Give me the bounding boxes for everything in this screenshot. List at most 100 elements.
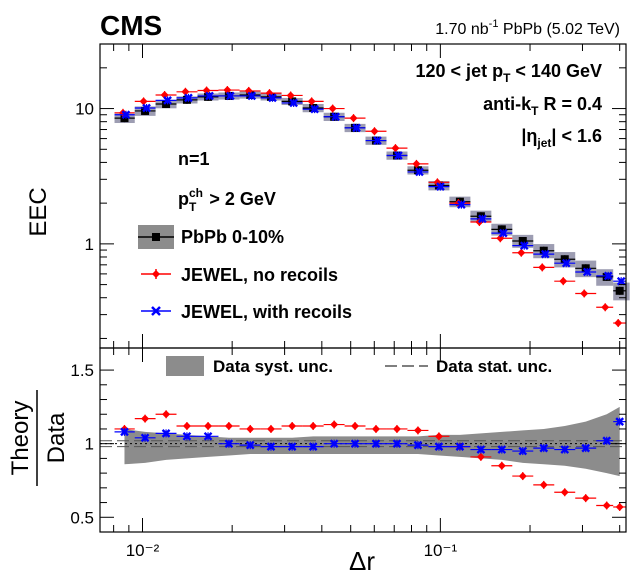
legend-entry-no-recoils: JEWEL, no recoils: [141, 265, 338, 285]
eec-data-points: [114, 86, 626, 328]
lumi-value: 1.70: [435, 21, 466, 38]
no-recoils-diamond-marker: [497, 461, 506, 470]
no-recoils-diamond-marker: [202, 86, 211, 95]
bottom-y-ticks: 0.5 1 1.5: [70, 361, 626, 527]
no-recoils-diamond-marker: [266, 424, 275, 433]
x-tick-label: 10⁻²: [126, 541, 160, 560]
no-recoils-diamond-marker: [517, 248, 526, 257]
ratio-data-points: [114, 410, 626, 511]
no-recoils-diamond-marker: [141, 414, 150, 423]
with-recoils-x-marker: [289, 98, 298, 108]
no-recoils-diamond-marker: [181, 87, 190, 96]
legend-label-syst: Data syst. unc.: [213, 357, 333, 376]
legend-diamond-marker: [152, 270, 160, 278]
lumi-exponent: -1: [489, 18, 499, 30]
with-recoils-x-marker: [518, 446, 528, 456]
with-recoils-x-marker: [615, 417, 625, 426]
experiment-label: CMS: [100, 10, 162, 41]
no-recoils-diamond-marker: [581, 494, 590, 503]
no-recoils-diamond-marker: [286, 91, 295, 100]
no-recoils-diamond-marker: [182, 422, 191, 431]
no-recoils-diamond-marker: [139, 97, 148, 106]
with-recoils-x-marker: [226, 91, 235, 101]
with-recoils-x-marker: [329, 439, 339, 449]
no-recoils-diamond-marker: [580, 289, 589, 298]
no-recoils-diamond-marker: [413, 426, 422, 435]
n-label: n=1: [178, 149, 210, 169]
no-recoils-diamond-marker: [246, 424, 255, 433]
y-tick-label: 1: [85, 435, 94, 454]
top-legend: PbPb 0-10% JEWEL, no recoils JEWEL, with…: [138, 225, 352, 322]
ratio-denominator: Data: [43, 412, 70, 463]
with-recoils-x-marker: [616, 276, 626, 286]
ratio-numerator: Theory: [7, 401, 34, 476]
no-recoils-diamond-marker: [476, 452, 485, 461]
no-recoils-diamond-marker: [265, 89, 274, 98]
no-recoils-diamond-marker: [309, 422, 318, 431]
charged-pt-cut-label: pch T > 2 GeV: [178, 186, 276, 214]
data-square-marker: [581, 264, 590, 273]
with-recoils-x-marker: [331, 112, 341, 122]
with-recoils-x-marker: [140, 433, 150, 443]
legend-label-pbpb: PbPb 0-10%: [181, 227, 284, 247]
no-recoils-diamond-marker: [538, 263, 547, 272]
eta-label: |ηjet| < 1.6: [521, 126, 602, 150]
no-recoils-diamond-marker: [518, 472, 527, 481]
x-axis-title: Δr: [349, 546, 375, 576]
with-recoils-x-marker: [266, 442, 276, 451]
y-tick-label: 10: [75, 100, 94, 119]
no-recoils-diamond-marker: [412, 159, 421, 168]
no-recoils-diamond-marker: [160, 90, 169, 99]
y-tick-label: 1.5: [70, 361, 94, 380]
bottom-frame: [99, 347, 627, 533]
no-recoils-diamond-marker: [371, 424, 380, 433]
ratio-series-with: [114, 417, 626, 456]
no-recoils-diamond-marker: [351, 422, 360, 431]
y-tick-label: 0.5: [70, 508, 94, 527]
ratio-syst-band: [124, 406, 620, 477]
luminosity-label: 1.70 nb-1 PbPb (5.02 TeV): [435, 18, 620, 38]
no-recoils-diamond-marker: [614, 319, 623, 328]
no-recoils-diamond-marker: [601, 303, 610, 312]
bottom-x-ticks: 10⁻² 10⁻¹: [113, 348, 621, 560]
no-recoils-diamond-marker: [560, 488, 569, 497]
data-square-marker: [162, 100, 171, 109]
no-recoils-diamond-marker: [496, 234, 505, 243]
with-recoils-x-marker: [163, 95, 172, 105]
with-recoils-x-marker: [581, 443, 591, 453]
with-recoils-x-marker: [394, 151, 403, 160]
y-tick-label: 1: [85, 235, 94, 254]
pt-range-label: 120 < jet pT < 140 GeV: [416, 61, 602, 85]
with-recoils-x-marker: [184, 93, 193, 103]
with-recoils-x-marker: [497, 445, 507, 454]
with-recoils-x-marker: [560, 445, 570, 454]
annotations: 120 < jet pT < 140 GeV anti-kT R = 0.4 |…: [178, 61, 602, 214]
with-recoils-x-marker: [603, 271, 613, 281]
with-recoils-x-marker: [476, 445, 486, 454]
with-recoils-x-marker: [268, 93, 277, 103]
with-recoils-x-marker: [455, 442, 465, 451]
with-recoils-x-marker: [519, 241, 529, 251]
no-recoils-diamond-marker: [204, 422, 213, 431]
with-recoils-x-marker: [371, 439, 381, 449]
no-recoils-diamond-marker: [539, 480, 548, 489]
with-recoils-x-marker: [121, 110, 131, 120]
with-recoils-x-marker: [539, 443, 549, 453]
with-recoils-x-marker: [413, 440, 423, 450]
no-recoils-diamond-marker: [434, 432, 443, 441]
with-recoils-x-marker: [392, 439, 402, 449]
no-recoils-diamond-marker: [162, 410, 171, 419]
top-y-ticks: 1 10: [75, 43, 626, 339]
with-recoils-x-marker: [602, 436, 612, 446]
with-recoils-x-marker: [247, 91, 257, 101]
with-recoils-x-marker: [498, 228, 508, 238]
no-recoils-diamond-marker: [559, 277, 568, 286]
no-recoils-diamond-marker: [349, 114, 358, 123]
no-recoils-diamond-marker: [370, 127, 379, 136]
ratio-reference-lines: [100, 440, 626, 448]
with-recoils-x-marker: [350, 439, 360, 449]
with-recoils-x-marker: [224, 439, 234, 449]
no-recoils-diamond-marker: [224, 422, 233, 431]
with-recoils-x-marker: [203, 431, 213, 441]
